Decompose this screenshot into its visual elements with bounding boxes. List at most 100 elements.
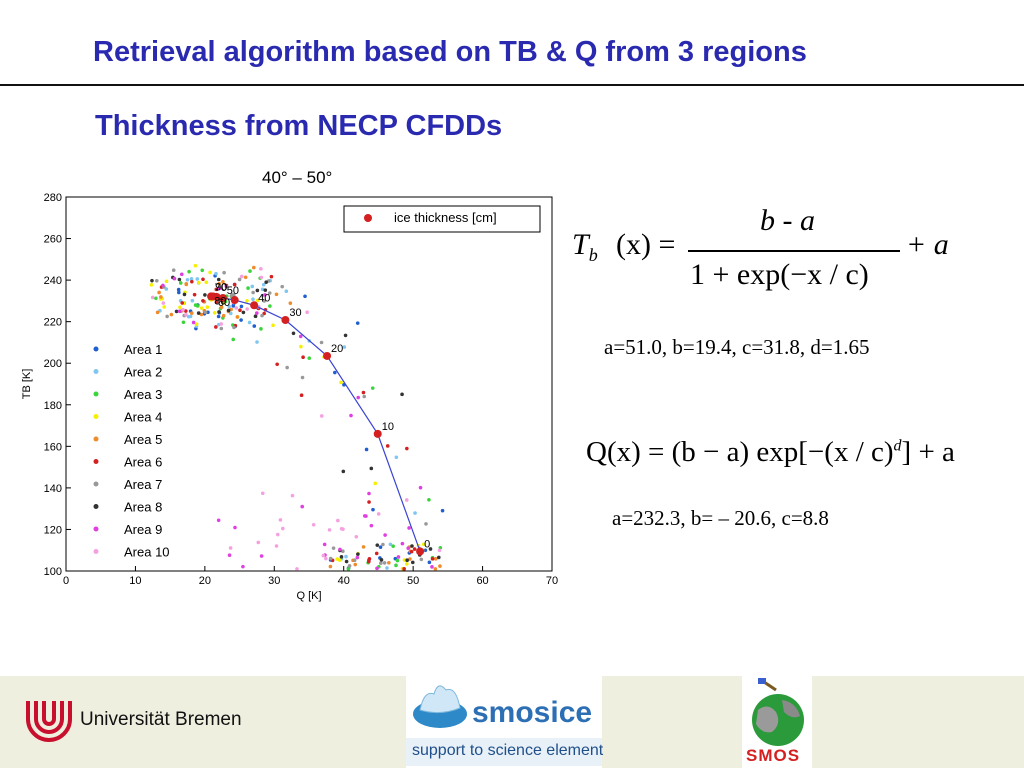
scatter-point xyxy=(336,518,340,523)
y-tick-label: 260 xyxy=(44,234,62,246)
scatter-point xyxy=(275,362,279,367)
legend-label: ice thickness [cm] xyxy=(394,210,497,225)
y-tick-label: 280 xyxy=(44,192,62,204)
scatter-point xyxy=(322,542,327,547)
scatter-point xyxy=(400,392,404,397)
scatter-point xyxy=(335,557,340,561)
scatter-point xyxy=(201,277,205,282)
scatter-point xyxy=(291,331,296,336)
scatter-point xyxy=(255,298,260,303)
scatter-point xyxy=(328,556,333,561)
scatter-point xyxy=(185,277,190,282)
scatter-point xyxy=(241,564,245,569)
scatter-point xyxy=(373,481,378,486)
scatter-point xyxy=(341,549,345,554)
scatter-point xyxy=(371,507,375,512)
scatter-point xyxy=(181,307,185,312)
scatter-point xyxy=(259,275,264,280)
scatter-point xyxy=(221,279,225,284)
scatter-point xyxy=(214,271,218,276)
slide-subtitle: Thickness from NECP CFDDs xyxy=(95,110,503,142)
title-divider xyxy=(0,84,1024,86)
area-legend-label: Area 2 xyxy=(124,365,162,380)
tb-formula-numerator: b - a xyxy=(760,204,815,237)
smos-logo: SMOS xyxy=(742,676,812,768)
scatter-point xyxy=(369,466,374,471)
scatter-point xyxy=(188,314,193,319)
scatter-point xyxy=(200,268,205,273)
scatter-point xyxy=(238,308,242,312)
scatter-point xyxy=(300,504,305,509)
scatter-point xyxy=(430,565,434,569)
scatter-point xyxy=(162,305,167,309)
scatter-point xyxy=(263,293,267,297)
scatter-point xyxy=(405,446,409,451)
scatter-point xyxy=(250,284,255,289)
scatter-point xyxy=(355,321,360,325)
scatter-point xyxy=(374,551,379,556)
scatter-point xyxy=(307,356,312,360)
scatter-point xyxy=(339,555,344,559)
scatter-point xyxy=(440,508,445,513)
scatter-point xyxy=(221,301,225,305)
scatter-point xyxy=(216,518,221,523)
x-tick-label: 20 xyxy=(199,575,211,587)
scatter-point xyxy=(367,500,371,504)
scatter-point xyxy=(217,310,221,314)
scatter-point xyxy=(246,286,250,290)
scatter-point xyxy=(271,323,275,328)
smos-wordmark: SMOS xyxy=(746,746,801,765)
scatter-point xyxy=(224,284,229,289)
scatter-point xyxy=(235,315,240,319)
legend-marker xyxy=(364,214,372,222)
scatter-point xyxy=(364,447,369,452)
scatter-point xyxy=(275,532,280,537)
scatter-point xyxy=(252,265,256,270)
scatter-point xyxy=(197,280,201,285)
scatter-point xyxy=(430,557,435,561)
area-legend-label: Area 3 xyxy=(124,387,162,402)
scatter-point xyxy=(375,543,380,547)
scatter-point xyxy=(362,514,367,518)
area-legend-label: Area 6 xyxy=(124,455,162,470)
scatter-point xyxy=(327,528,332,532)
thickness-label: 90 xyxy=(215,281,227,293)
thickness-marker xyxy=(250,301,259,310)
thickness-marker xyxy=(323,351,332,360)
scatter-point xyxy=(376,512,381,516)
scatter-chart: 0 10 20 30 40 50 60 701001201401601802002202402… xyxy=(21,192,558,602)
area-legend-marker xyxy=(93,526,99,532)
y-tick-label: 240 xyxy=(44,275,62,287)
scatter-point xyxy=(406,546,410,551)
smosice-tagline: support to science element xyxy=(412,742,604,759)
scatter-point xyxy=(280,284,285,289)
scatter-point xyxy=(338,547,342,552)
scatter-point xyxy=(378,545,383,549)
ub-emblem-icon xyxy=(26,701,72,742)
scatter-point xyxy=(231,337,236,342)
y-tick-label: 220 xyxy=(44,317,62,329)
slide-title: Retrieval algorithm based on TB & Q from… xyxy=(93,36,807,68)
scatter-point xyxy=(227,304,231,309)
chart-title: 40° – 50° xyxy=(262,168,333,187)
thickness-marker xyxy=(416,547,425,556)
scatter-point xyxy=(356,552,360,556)
scatter-point xyxy=(229,294,234,298)
scatter-point xyxy=(169,312,174,317)
scatter-point xyxy=(367,557,372,561)
scatter-point xyxy=(189,277,194,281)
tb-formula-tail: + a xyxy=(906,228,949,261)
scatter-point xyxy=(342,345,347,349)
scatter-point xyxy=(299,344,303,349)
scatter-point xyxy=(214,325,218,329)
scatter-point xyxy=(385,444,390,448)
scatter-point xyxy=(187,269,191,274)
thickness-label: 40 xyxy=(258,292,270,304)
scatter-point xyxy=(437,548,442,553)
scatter-point xyxy=(260,491,265,496)
area-legend-marker xyxy=(93,459,99,464)
thickness-label: 50 xyxy=(227,285,239,297)
scatter-point xyxy=(237,277,242,282)
thickness-label: 60 xyxy=(218,297,230,309)
scatter-point xyxy=(427,497,431,502)
